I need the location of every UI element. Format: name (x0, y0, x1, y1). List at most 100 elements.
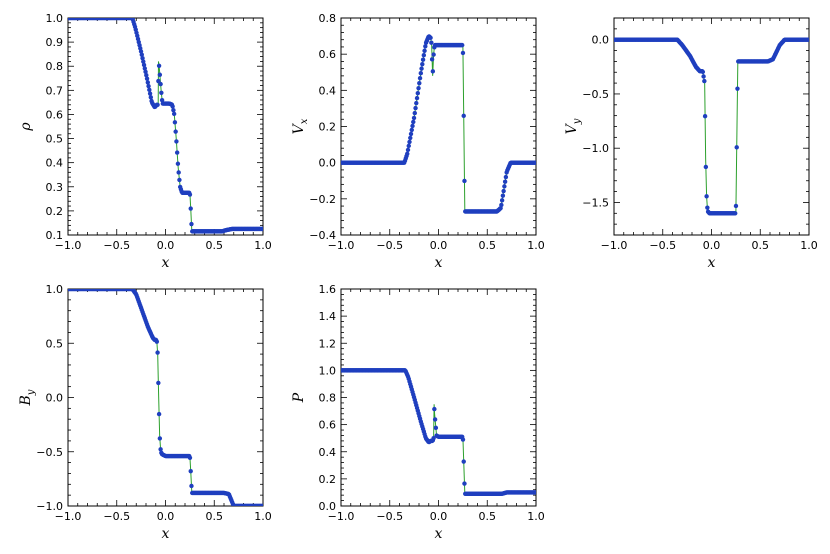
plot-frame (613, 17, 810, 236)
x-tick-label: −1.0 (328, 239, 355, 252)
data-point (140, 55, 145, 61)
y-tick-label: 0.4 (319, 84, 337, 97)
data-point (733, 211, 738, 216)
data-point (170, 104, 175, 109)
data-point (460, 50, 466, 56)
data-point (461, 113, 466, 119)
data-point (188, 468, 193, 474)
x-tick-label: 0.5 (206, 239, 224, 252)
y-tick-label: −0.5 (582, 88, 609, 101)
data-point (533, 490, 536, 495)
y-tick-label: 0.0 (319, 500, 337, 513)
data-point (260, 503, 263, 506)
data-point (417, 75, 423, 81)
y-tick-label: 0.3 (46, 181, 64, 194)
data-point (429, 40, 434, 45)
x-tick-label: 1.0 (527, 510, 545, 523)
x-tick-label: 1.0 (254, 239, 272, 252)
data-point (144, 76, 150, 81)
data-point (428, 35, 433, 40)
y-tick-label: 1.0 (46, 12, 64, 25)
data-point (187, 455, 193, 460)
x-axis-label: x (162, 526, 170, 542)
data-point (144, 73, 149, 78)
data-point (421, 53, 427, 58)
y-tick-label: 0.2 (46, 205, 64, 218)
data-point (176, 170, 181, 175)
data-point (148, 95, 154, 100)
y-axis-label: P (291, 392, 307, 403)
y-tick-label: 1.0 (319, 364, 337, 377)
data-point (412, 110, 417, 116)
x-tick-label: −1.0 (601, 239, 628, 252)
data-point (405, 147, 411, 153)
data-point (414, 100, 419, 106)
y-tick-label: 0.5 (46, 337, 64, 350)
data-point (533, 160, 536, 165)
x-tick-label: 0.0 (157, 239, 175, 252)
data-point (143, 69, 148, 75)
y-tick-label: 1.6 (319, 283, 337, 296)
y-axis-label: Vy (564, 118, 583, 134)
x-tick-label: 0.0 (157, 510, 175, 523)
data-point (418, 71, 424, 76)
y-tick-label: 0.4 (46, 157, 64, 170)
data-point (175, 161, 181, 166)
data-point (172, 120, 178, 125)
data-point (502, 184, 507, 189)
series-markers (68, 18, 263, 234)
data-point (141, 59, 146, 64)
data-point (416, 85, 421, 91)
y-tick-label: 0.8 (319, 12, 337, 25)
data-point (406, 143, 411, 149)
data-point (189, 221, 194, 227)
x-tick-label: 0.5 (752, 239, 770, 252)
data-point (420, 57, 426, 62)
y-tick-label: 0.6 (319, 48, 337, 61)
x-tick-label: −0.5 (376, 510, 403, 523)
data-point (704, 194, 709, 199)
data-point (423, 44, 428, 49)
data-point (733, 203, 739, 209)
data-point (432, 417, 438, 422)
data-point (139, 52, 144, 57)
chart-panel-3: −1.0 −0.5 0.0 0.5 1.0 −1.5 −1.0 −0.5 0.0 x Vy (564, 17, 818, 271)
data-point (154, 339, 160, 344)
data-point (155, 350, 160, 355)
data-point (460, 437, 466, 442)
data-point (187, 192, 193, 197)
data-point (173, 129, 178, 134)
x-tick-label: 0.5 (206, 510, 224, 523)
data-point (177, 177, 182, 183)
data-point (422, 48, 427, 53)
data-point (420, 61, 425, 67)
data-point (462, 481, 467, 486)
data-point (430, 69, 436, 74)
data-point (142, 66, 147, 71)
plot-frame (340, 288, 537, 507)
data-point (155, 102, 160, 108)
data-point (157, 436, 163, 441)
data-point (409, 127, 414, 133)
data-point (408, 135, 413, 141)
y-tick-label: −0.2 (309, 193, 336, 206)
data-point (705, 205, 710, 210)
y-axis-label: ρ (18, 122, 34, 132)
y-tick-label: 0.9 (46, 36, 64, 49)
data-point (432, 406, 437, 412)
data-point (158, 447, 163, 452)
y-tick-label: −1.0 (582, 142, 609, 155)
data-point (189, 483, 194, 489)
series-markers (68, 289, 263, 506)
chart-panel-5: −1.0 −0.5 0.0 0.5 1.0 0.0 0.2 0.4 0.6 0.8 1.0 1.2 1.… (291, 283, 545, 542)
y-tick-label: 0.2 (319, 473, 337, 486)
y-tick-label: 0.0 (46, 392, 64, 405)
y-tick-label: 0.6 (46, 108, 64, 121)
data-point (503, 174, 509, 180)
data-point (171, 107, 176, 113)
chart-panel-4: −1.0 −0.5 0.0 0.5 1.0 −1.0 −0.5 0.0 0.5 1.0 x By (18, 283, 272, 542)
y-tick-label: 1.2 (319, 337, 337, 350)
y-tick-label: 0.0 (592, 34, 610, 47)
series-markers (341, 34, 536, 214)
